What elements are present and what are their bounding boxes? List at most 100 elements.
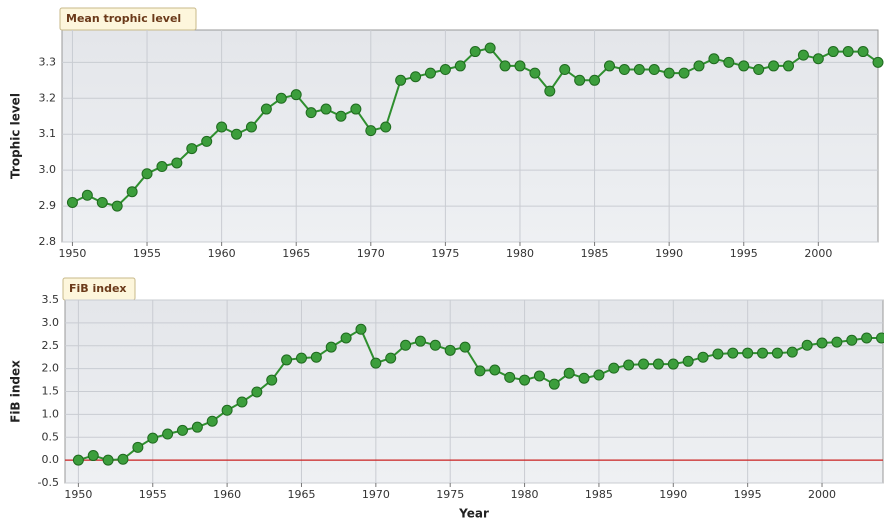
y-tick-label: 3.3 xyxy=(39,55,57,68)
chart-title: FiB index xyxy=(69,282,127,295)
data-point xyxy=(400,339,412,351)
data-point xyxy=(816,337,828,349)
data-point xyxy=(266,374,278,386)
data-point xyxy=(469,46,481,58)
data-point xyxy=(439,64,451,76)
y-axis-title: FiB index xyxy=(9,360,23,423)
data-point xyxy=(117,453,129,465)
data-point xyxy=(102,454,114,466)
data-point xyxy=(872,56,884,68)
data-point xyxy=(504,371,516,383)
data-point xyxy=(147,432,159,444)
y-tick-label: 2.0 xyxy=(42,362,60,375)
x-tick-label: 1955 xyxy=(139,488,167,501)
data-point xyxy=(723,56,735,68)
data-point xyxy=(156,161,168,173)
plot-area xyxy=(61,29,879,243)
x-tick-label: 1995 xyxy=(730,247,758,260)
data-point xyxy=(410,71,422,83)
data-point xyxy=(191,421,203,433)
data-point xyxy=(663,67,675,79)
data-point xyxy=(81,189,93,201)
x-tick-label: 1985 xyxy=(585,488,613,501)
y-tick-label: 3.5 xyxy=(42,293,60,306)
data-point xyxy=(444,344,456,356)
data-point xyxy=(693,60,705,72)
data-point xyxy=(305,107,317,119)
data-point xyxy=(290,89,302,101)
x-tick-label: 1995 xyxy=(734,488,762,501)
data-point xyxy=(245,121,257,133)
x-tick-label: 1955 xyxy=(133,247,161,260)
data-point xyxy=(499,60,511,72)
data-point xyxy=(275,92,287,104)
data-point xyxy=(563,367,575,379)
data-point xyxy=(171,157,183,169)
data-point xyxy=(414,335,426,347)
data-point xyxy=(801,339,813,351)
data-point xyxy=(295,352,307,364)
data-point xyxy=(484,42,496,54)
data-point xyxy=(66,196,78,208)
y-tick-label: 2.9 xyxy=(39,199,57,212)
data-point xyxy=(574,74,586,86)
data-point xyxy=(310,351,322,363)
data-point xyxy=(111,200,123,212)
y-tick-label: 3.2 xyxy=(39,91,57,104)
x-tick-label: 1965 xyxy=(287,488,315,501)
data-point xyxy=(201,135,213,147)
data-point xyxy=(593,369,605,381)
data-point xyxy=(519,374,531,386)
data-point xyxy=(72,454,84,466)
x-tick-label: 1970 xyxy=(362,488,390,501)
data-point xyxy=(454,60,466,72)
data-point xyxy=(768,60,780,72)
data-point xyxy=(559,64,571,76)
y-tick-label: 2.8 xyxy=(39,235,57,248)
data-point xyxy=(355,323,367,335)
data-point xyxy=(385,352,397,364)
data-point xyxy=(618,64,630,76)
data-point xyxy=(857,46,869,58)
y-tick-label: 3.0 xyxy=(39,163,57,176)
data-point xyxy=(589,74,601,86)
data-point xyxy=(340,332,352,344)
data-point xyxy=(533,370,545,382)
data-point xyxy=(132,441,144,453)
data-point xyxy=(365,125,377,137)
data-point xyxy=(236,396,248,408)
y-tick-label: 2.5 xyxy=(42,339,60,352)
x-tick-label: 2000 xyxy=(804,247,832,260)
data-point xyxy=(395,74,407,86)
data-point xyxy=(633,64,645,76)
data-point xyxy=(812,53,824,65)
data-point xyxy=(753,64,765,76)
data-point xyxy=(474,365,486,377)
data-point xyxy=(380,121,392,133)
data-point xyxy=(608,362,620,374)
data-point xyxy=(221,404,233,416)
data-point xyxy=(638,358,650,370)
x-tick-label: 1975 xyxy=(436,488,464,501)
data-point xyxy=(251,386,263,398)
data-point xyxy=(742,347,754,359)
data-point xyxy=(424,67,436,79)
x-tick-label: 1960 xyxy=(208,247,236,260)
data-point xyxy=(842,46,854,58)
data-point xyxy=(216,121,228,133)
data-point xyxy=(281,354,293,366)
data-point xyxy=(861,332,873,344)
data-point xyxy=(831,336,843,348)
data-point xyxy=(529,67,541,79)
data-point xyxy=(712,348,724,360)
y-axis-title: Trophic level xyxy=(9,93,23,179)
x-tick-label: 1965 xyxy=(282,247,310,260)
x-tick-label: 1980 xyxy=(511,488,539,501)
x-tick-label: 1980 xyxy=(506,247,534,260)
x-tick-label: 1970 xyxy=(357,247,385,260)
data-point xyxy=(325,341,337,353)
x-tick-label: 1960 xyxy=(213,488,241,501)
x-tick-label: 1950 xyxy=(58,247,86,260)
data-point xyxy=(162,428,174,440)
data-point xyxy=(231,128,243,140)
